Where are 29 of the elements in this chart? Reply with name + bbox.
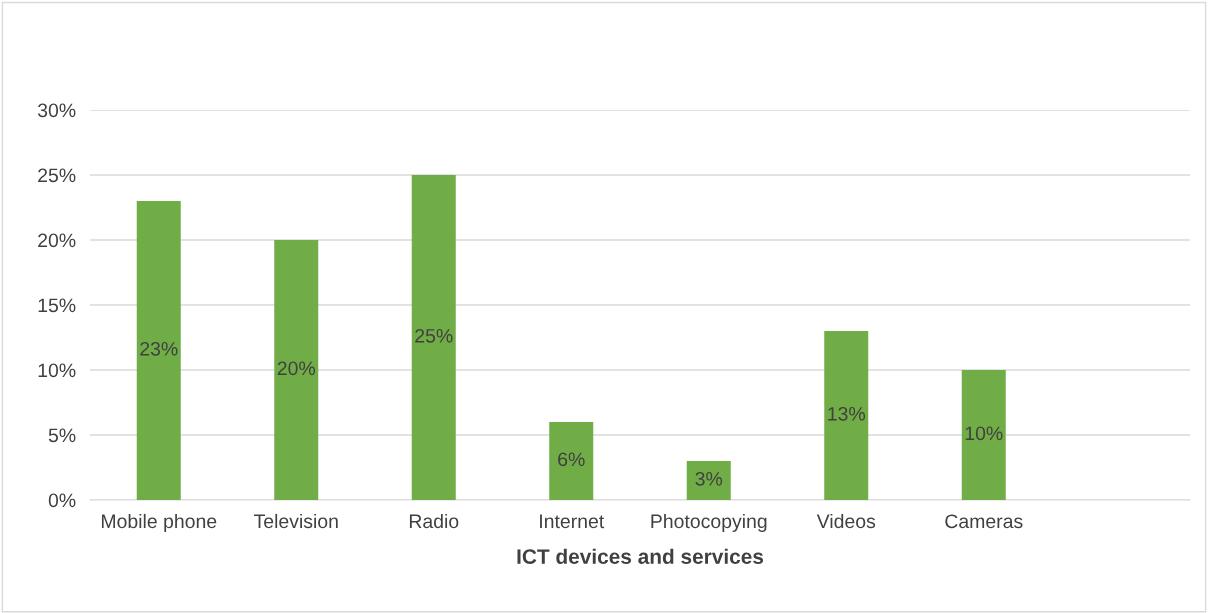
data-label: 10% bbox=[965, 426, 1003, 441]
bar bbox=[961, 370, 1006, 500]
x-tick-label: Internet bbox=[540, 514, 605, 529]
bar bbox=[411, 175, 456, 500]
data-label: 23% bbox=[140, 341, 178, 356]
x-tick-label: Radio bbox=[409, 513, 459, 529]
y-tick-label: 25% bbox=[38, 168, 76, 183]
x-tick-label: Videos bbox=[816, 513, 876, 529]
data-label: 3% bbox=[695, 471, 723, 486]
bar bbox=[136, 201, 181, 500]
y-tick-label: 20% bbox=[38, 233, 76, 248]
bar bbox=[274, 240, 319, 500]
bar bbox=[549, 422, 594, 500]
bar bbox=[686, 461, 731, 500]
data-label: 6% bbox=[558, 452, 585, 467]
data-label: 13% bbox=[828, 406, 866, 421]
x-tick-label: Photocopying bbox=[651, 513, 767, 533]
y-tick-label: 30% bbox=[37, 103, 76, 118]
y-tick-label: 5% bbox=[48, 428, 76, 443]
data-label: 20% bbox=[277, 361, 316, 376]
y-tick-label: 15% bbox=[38, 298, 76, 313]
x-tick-label: Mobile phone bbox=[101, 513, 217, 533]
y-tick-label: 10% bbox=[38, 363, 76, 378]
bar bbox=[824, 331, 869, 500]
x-axis-title: ICT devices and services bbox=[517, 548, 764, 564]
y-tick-label: 0% bbox=[48, 493, 76, 508]
x-tick-label: Television bbox=[254, 513, 338, 529]
data-label: 25% bbox=[415, 328, 453, 343]
x-tick-label: Cameras bbox=[945, 514, 1023, 529]
